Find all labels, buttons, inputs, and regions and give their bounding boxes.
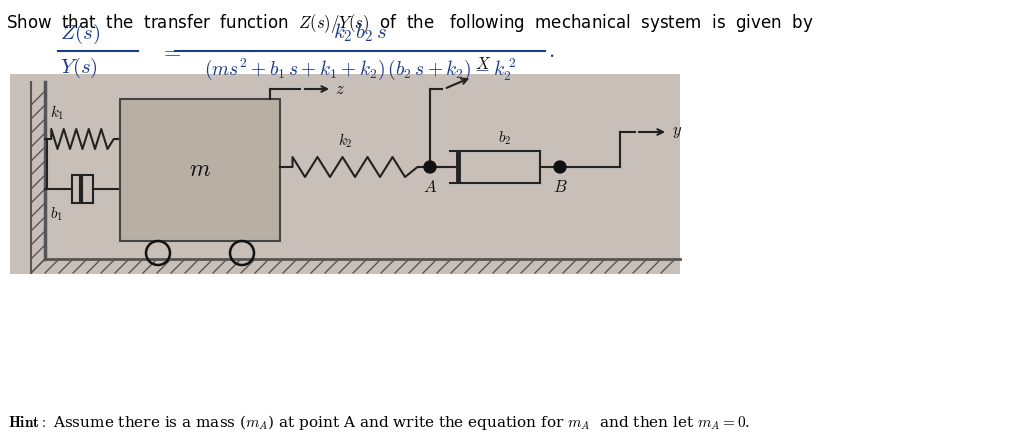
Text: $k_1$: $k_1$: [50, 103, 64, 122]
Circle shape: [424, 161, 436, 173]
Text: $k_2$: $k_2$: [338, 131, 352, 150]
Text: Show  that  the  transfer  function  $Z(s)/Y(s)$  of  the   following  mechanica: Show that the transfer function $Z(s)/Y(…: [6, 12, 814, 35]
Text: $k_2\,b_2\,s$: $k_2\,b_2\,s$: [333, 21, 387, 44]
Bar: [120, 99, 280, 241]
Text: $(ms^2+b_1\,s+k_1+k_2)\,(b_2\,s+k_2)-k_2^{\,2}$: $(ms^2+b_1\,s+k_1+k_2)\,(b_2\,s+k_2)-k_2…: [204, 57, 516, 83]
Text: $A$: $A$: [423, 179, 437, 196]
Text: $B$: $B$: [552, 179, 568, 196]
Text: $\mathbf{Hint:}$ Assume there is a mass ($m_A$) at point A and write the equatio: $\mathbf{Hint:}$ Assume there is a mass …: [8, 413, 750, 432]
Text: $Y(s)$: $Y(s)$: [60, 56, 98, 80]
Text: $b_1$: $b_1$: [50, 205, 63, 222]
Bar: [10, 74, 680, 274]
Text: $y$: $y$: [672, 123, 682, 140]
Text: $.$: $.$: [548, 40, 554, 62]
Circle shape: [554, 161, 566, 173]
Text: $Z(s)$: $Z(s)$: [60, 22, 100, 46]
Text: $b_2$: $b_2$: [498, 129, 512, 147]
Text: $z$: $z$: [335, 80, 345, 98]
Text: $X$: $X$: [475, 56, 491, 73]
Bar: [72, 175, 93, 203]
Text: $=$: $=$: [160, 40, 182, 62]
Text: $m$: $m$: [189, 159, 211, 182]
